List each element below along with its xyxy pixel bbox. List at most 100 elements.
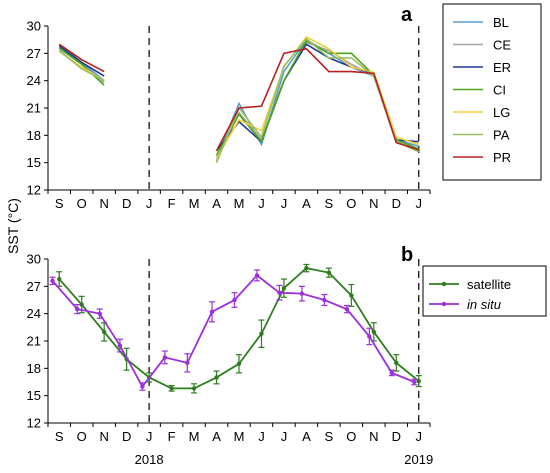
- data-point: [367, 334, 372, 339]
- x-tick-label: J: [258, 429, 265, 444]
- x-tick-label: A: [212, 196, 221, 211]
- y-tick-label: 27: [27, 46, 41, 61]
- y-tick-label: 30: [27, 19, 41, 34]
- x-tick-label: M: [189, 196, 200, 211]
- data-point: [140, 384, 145, 389]
- legend-box: [442, 3, 542, 181]
- data-point: [185, 360, 190, 366]
- series-line-pr: [215, 47, 420, 152]
- data-point: [304, 265, 309, 271]
- x-tick-label: O: [346, 196, 356, 211]
- series-line-pa: [58, 49, 105, 82]
- data-point: [299, 291, 305, 296]
- data-point: [169, 386, 174, 391]
- data-point: [394, 360, 399, 366]
- series-line-ci: [58, 47, 105, 86]
- x-tick-label: S: [55, 429, 64, 444]
- legend-marker: [441, 301, 447, 307]
- data-point: [389, 370, 394, 376]
- data-point: [236, 361, 242, 366]
- legend-label: BL: [493, 15, 509, 30]
- data-point: [79, 302, 84, 307]
- legend-label: CI: [493, 83, 506, 98]
- x-tick-label: N: [369, 196, 378, 211]
- x-tick-label: D: [392, 196, 401, 211]
- y-tick-label: 24: [27, 73, 41, 88]
- x-tick-label: J: [258, 196, 265, 211]
- legend-label: CE: [493, 38, 511, 53]
- x-tick-label: D: [392, 429, 401, 444]
- legend-box: [422, 265, 547, 317]
- legend-label: ER: [493, 60, 511, 75]
- data-point: [75, 306, 80, 312]
- x-tick-label: S: [325, 196, 334, 211]
- panel-letter: a: [401, 4, 413, 26]
- x-tick-label: S: [55, 196, 64, 211]
- x-tick-label: N: [99, 196, 108, 211]
- y-tick-label: 30: [27, 252, 41, 267]
- year-label: 2018: [135, 452, 164, 467]
- x-tick-label: M: [234, 429, 245, 444]
- x-tick-label: F: [168, 429, 176, 444]
- y-tick-label: 15: [27, 155, 41, 170]
- legend-label: satellite: [467, 277, 511, 292]
- series-line-ci: [215, 39, 420, 156]
- series-line-pa: [215, 37, 420, 163]
- data-point: [209, 309, 215, 315]
- legend-label: PA: [493, 128, 510, 143]
- x-tick-label: J: [416, 429, 423, 444]
- x-tick-label: F: [168, 196, 176, 211]
- x-tick-label: J: [281, 429, 288, 444]
- data-point: [214, 375, 219, 380]
- data-point: [371, 329, 377, 335]
- y-tick-label: 12: [27, 416, 41, 431]
- legend-label: PR: [493, 150, 511, 165]
- x-tick-label: J: [146, 196, 153, 211]
- data-point: [326, 270, 332, 275]
- data-point: [259, 331, 264, 336]
- panel-letter: b: [401, 244, 413, 266]
- x-tick-label: J: [146, 429, 153, 444]
- legend-marker: [441, 281, 447, 287]
- y-tick-label: 21: [27, 101, 41, 116]
- data-point: [191, 386, 197, 391]
- data-point: [232, 297, 237, 303]
- x-tick-label: O: [77, 429, 87, 444]
- y-tick-label: 24: [27, 306, 41, 321]
- data-point: [97, 311, 102, 316]
- y-tick-label: 15: [27, 388, 41, 403]
- x-tick-label: N: [99, 429, 108, 444]
- year-label: 2019: [404, 452, 433, 467]
- series-line-lg: [215, 35, 420, 159]
- y-tick-label: 12: [27, 183, 41, 198]
- data-point: [349, 293, 354, 298]
- series-line-in-situ: [51, 274, 415, 389]
- x-tick-label: A: [302, 429, 311, 444]
- x-tick-label: S: [325, 429, 334, 444]
- data-point: [416, 378, 421, 384]
- x-tick-label: N: [369, 429, 378, 444]
- data-point: [254, 273, 260, 278]
- series-line-pr: [58, 43, 105, 73]
- x-tick-label: A: [302, 196, 311, 211]
- data-point: [322, 297, 327, 303]
- data-point: [162, 355, 168, 360]
- x-tick-label: J: [416, 196, 423, 211]
- data-point: [117, 343, 123, 348]
- x-tick-label: D: [122, 196, 131, 211]
- x-tick-label: D: [122, 429, 131, 444]
- y-axis-title: SST (°C): [5, 198, 21, 254]
- y-tick-label: 27: [27, 279, 41, 294]
- y-tick-label: 18: [27, 128, 41, 143]
- x-tick-label: M: [234, 196, 245, 211]
- data-point: [57, 276, 62, 282]
- x-tick-label: J: [281, 196, 288, 211]
- data-point: [101, 329, 107, 335]
- x-tick-label: O: [346, 429, 356, 444]
- series-line-bl: [215, 38, 419, 159]
- data-point: [50, 278, 55, 284]
- y-tick-label: 21: [27, 334, 41, 349]
- data-point: [344, 306, 350, 312]
